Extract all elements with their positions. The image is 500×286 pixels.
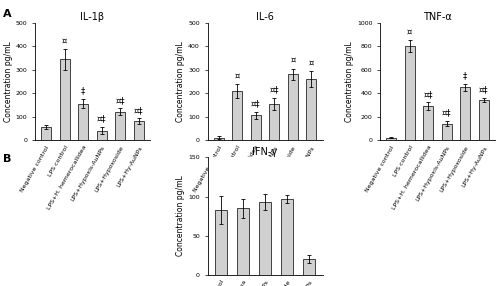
Text: ¤‡: ¤‡ — [251, 99, 260, 108]
Bar — [237, 208, 249, 275]
Text: ¤‡: ¤‡ — [270, 85, 279, 94]
Text: ‡: ‡ — [463, 71, 468, 80]
Text: ¤: ¤ — [407, 28, 412, 37]
Text: B: B — [2, 154, 11, 164]
Bar — [134, 121, 144, 140]
Y-axis label: Concentration pg/mL: Concentration pg/mL — [4, 41, 13, 122]
Text: ¤‡: ¤‡ — [116, 96, 125, 105]
Bar — [306, 79, 316, 140]
Text: ¤‡: ¤‡ — [424, 90, 433, 99]
Bar — [250, 115, 261, 140]
Bar — [60, 59, 70, 140]
Bar — [78, 104, 88, 140]
Bar — [96, 131, 107, 140]
Bar — [115, 112, 126, 140]
Bar — [41, 127, 51, 140]
Text: ¤: ¤ — [290, 56, 296, 65]
Y-axis label: Concentration pg/mL: Concentration pg/mL — [176, 176, 186, 257]
Bar — [214, 210, 227, 275]
Bar — [460, 87, 470, 140]
Bar — [232, 91, 242, 140]
Title: IFN-γ: IFN-γ — [252, 147, 278, 157]
Text: A: A — [2, 9, 11, 19]
Bar — [386, 138, 396, 140]
Text: ¤‡: ¤‡ — [442, 108, 452, 117]
Bar — [479, 100, 489, 140]
Y-axis label: Concentration pg/mL: Concentration pg/mL — [176, 41, 186, 122]
Bar — [269, 104, 280, 140]
Text: ¤: ¤ — [62, 36, 68, 45]
Text: ¤‡: ¤‡ — [134, 106, 143, 115]
Bar — [214, 138, 224, 140]
Bar — [442, 124, 452, 140]
Title: TNF-α: TNF-α — [423, 12, 452, 22]
Y-axis label: Concentration pg/mL: Concentration pg/mL — [345, 41, 354, 122]
Bar — [303, 259, 316, 275]
Bar — [281, 199, 293, 275]
Bar — [288, 74, 298, 140]
Text: ¤‡: ¤‡ — [97, 115, 106, 124]
Text: ‡: ‡ — [81, 86, 86, 96]
Title: IL-6: IL-6 — [256, 12, 274, 22]
Text: ¤: ¤ — [234, 71, 240, 80]
Bar — [423, 106, 434, 140]
Bar — [404, 46, 415, 140]
Bar — [259, 202, 271, 275]
Text: ¤: ¤ — [308, 58, 314, 67]
Title: IL-1β: IL-1β — [80, 12, 104, 22]
Text: ¤‡: ¤‡ — [479, 85, 488, 94]
